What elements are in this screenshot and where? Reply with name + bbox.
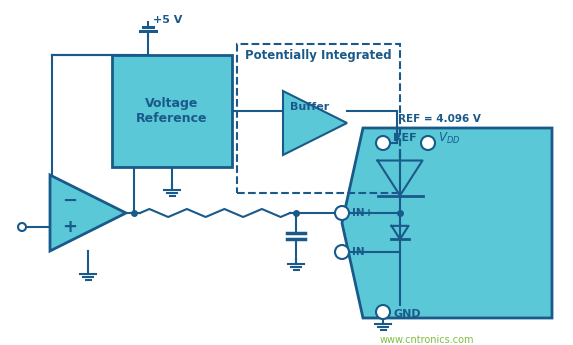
Text: +5 V: +5 V <box>153 15 182 25</box>
Text: www.cntronics.com: www.cntronics.com <box>380 335 474 345</box>
Circle shape <box>376 305 390 319</box>
Polygon shape <box>391 226 409 239</box>
Text: +: + <box>62 218 77 236</box>
Bar <box>112 55 232 167</box>
Circle shape <box>376 136 390 150</box>
Text: Potentially Integrated: Potentially Integrated <box>245 49 391 62</box>
Circle shape <box>335 245 349 259</box>
Text: $V_{DD}$: $V_{DD}$ <box>438 130 460 146</box>
Polygon shape <box>342 128 552 318</box>
Bar <box>237 44 400 193</box>
Text: −: − <box>62 192 77 210</box>
Circle shape <box>421 136 435 150</box>
Text: Buffer: Buffer <box>291 102 329 112</box>
Text: GND: GND <box>393 309 421 319</box>
Text: IN−: IN− <box>352 247 374 257</box>
Text: REF = 4.096 V: REF = 4.096 V <box>398 114 481 124</box>
Polygon shape <box>378 160 422 196</box>
Text: REF: REF <box>393 133 417 143</box>
Text: IN+: IN+ <box>352 208 374 218</box>
Polygon shape <box>50 175 126 251</box>
Circle shape <box>18 223 26 231</box>
Circle shape <box>335 206 349 220</box>
Polygon shape <box>283 91 347 155</box>
Text: Voltage
Reference: Voltage Reference <box>136 97 208 125</box>
